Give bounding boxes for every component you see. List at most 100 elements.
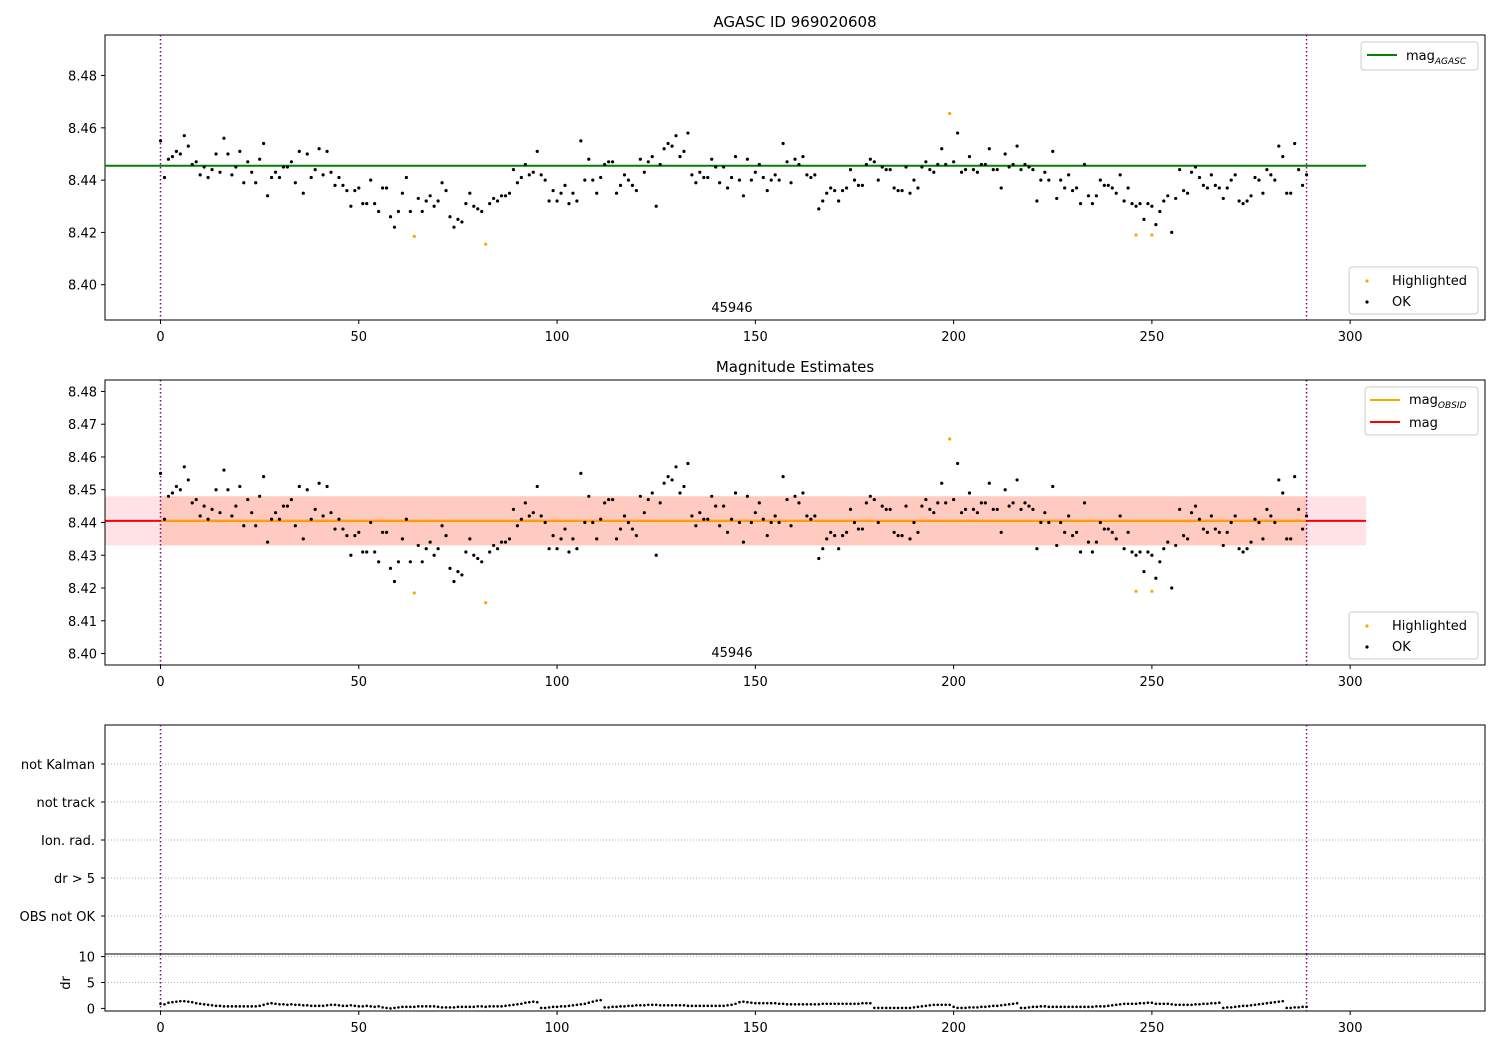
data-point-ok: [1201, 527, 1206, 531]
dr-point: [892, 1006, 896, 1010]
data-point-ok: [456, 217, 460, 221]
dr-point: [218, 1004, 222, 1008]
data-point-ok: [1059, 178, 1063, 182]
dr-point: [274, 1002, 277, 1006]
data-point-ok: [809, 175, 813, 180]
data-point-ok: [991, 507, 995, 511]
y-tick-label: 8.47: [68, 418, 97, 433]
dr-point: [627, 1004, 630, 1008]
data-point-ok: [341, 527, 345, 531]
data-point-ok: [999, 186, 1003, 190]
dr-point: [198, 1002, 202, 1006]
dr-point: [1067, 1005, 1070, 1009]
data-point-ok: [932, 170, 936, 174]
data-point-ok: [507, 191, 512, 195]
data-point-ok: [313, 168, 317, 172]
data-point-ok: [503, 194, 508, 198]
data-point-ok: [1067, 173, 1071, 177]
y-tick-label: 8.43: [68, 549, 97, 564]
dr-point: [468, 1005, 472, 1009]
dr-point: [995, 1004, 999, 1008]
data-point-ok: [305, 488, 309, 492]
data-point-ok: [1090, 550, 1095, 554]
dr-point: [1039, 1005, 1043, 1008]
data-point-ok: [825, 537, 829, 541]
dr-point: [377, 1005, 380, 1008]
data-point-ok: [420, 560, 424, 564]
dr-point: [821, 1002, 825, 1006]
data-point-ok: [440, 524, 444, 528]
obsid-annotation-2: 45946: [711, 646, 752, 661]
data-point-ok: [214, 152, 218, 156]
data-point-ok: [1233, 173, 1237, 177]
x-tick-label: 200: [941, 675, 966, 690]
data-point-ok: [488, 202, 492, 206]
data-point-ok: [722, 165, 726, 169]
data-point-ok: [1114, 191, 1118, 195]
dr-point: [849, 1002, 852, 1006]
data-point-ok: [543, 178, 547, 182]
data-point-ok: [737, 178, 742, 182]
data-point-ok: [928, 168, 932, 172]
data-point-ok: [817, 556, 821, 561]
data-point-ok: [198, 173, 202, 177]
dr-point: [765, 1001, 769, 1005]
data-point-ok: [781, 475, 785, 479]
data-point-ok: [868, 494, 872, 498]
data-point-ok: [868, 157, 872, 161]
dr-point: [1063, 1005, 1066, 1009]
dr-point: [912, 1006, 916, 1009]
data-point-ok: [1185, 537, 1190, 541]
dr-point: [1114, 1003, 1118, 1007]
dr-point: [1079, 1005, 1082, 1009]
dr-point: [976, 1006, 979, 1009]
data-point-ok: [702, 517, 706, 521]
data-point-ok: [884, 507, 888, 511]
data-point-ok: [289, 160, 293, 164]
dr-point: [397, 1006, 400, 1009]
data-point-ok: [234, 504, 238, 508]
data-point-ok: [765, 188, 769, 193]
dr-point: [813, 1002, 817, 1006]
dr-point: [1166, 1002, 1170, 1006]
data-point-ok: [959, 170, 964, 174]
dr-point: [1071, 1005, 1074, 1009]
data-point-ok: [432, 553, 436, 557]
data-point-ok: [337, 175, 341, 180]
data-point-ok: [1209, 514, 1213, 518]
legend-ok-marker-2: [1365, 645, 1369, 649]
data-point-ok: [690, 514, 694, 518]
dr-point: [159, 1002, 162, 1006]
dr-point: [551, 1005, 555, 1009]
dr-point: [611, 1005, 614, 1009]
data-point-ok: [238, 484, 242, 489]
data-point-ok: [848, 507, 853, 511]
data-point-ok: [710, 157, 714, 161]
data-point-ok: [321, 514, 325, 518]
dr-point: [381, 1006, 384, 1009]
x-tick-label: 150: [743, 330, 768, 345]
data-point-ok: [674, 465, 678, 469]
data-point-ok: [1293, 475, 1297, 479]
dr-point: [876, 1006, 880, 1010]
dr-point: [444, 1006, 448, 1009]
data-point-ok: [559, 537, 563, 541]
data-point-ok: [258, 157, 262, 161]
data-point-ok: [527, 514, 531, 518]
data-point-ok: [277, 517, 282, 521]
data-point-ok: [737, 520, 742, 525]
data-point-ok: [1106, 527, 1110, 531]
data-point-ok: [642, 170, 646, 174]
data-point-ok: [848, 168, 853, 172]
dr-point: [587, 1001, 591, 1005]
data-point-ok: [1170, 230, 1174, 235]
dr-point: [472, 1005, 476, 1009]
data-point-ok: [852, 178, 857, 182]
data-point-ok: [963, 507, 968, 511]
data-point-ok: [547, 547, 551, 551]
dr-point: [1019, 1006, 1023, 1010]
data-point-ok: [686, 131, 690, 135]
data-point-ok: [503, 540, 508, 544]
data-point-ok: [1138, 550, 1142, 554]
dr-point: [1138, 1001, 1142, 1005]
